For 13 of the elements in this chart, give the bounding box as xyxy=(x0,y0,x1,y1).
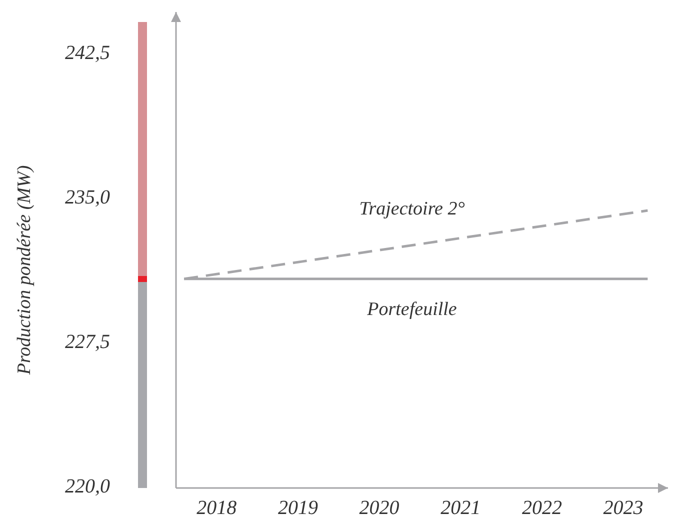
x-tick-label: 2018 xyxy=(196,497,237,519)
series-label: Trajectoire 2° xyxy=(359,198,466,220)
y-axis-title: Production pondérée (MW) xyxy=(14,165,35,376)
y-tick-label: 242,5 xyxy=(65,42,110,64)
x-tick-label: 2019 xyxy=(278,497,318,519)
x-tick-label: 2022 xyxy=(522,497,562,519)
series-label: Portefeuille xyxy=(366,298,457,320)
x-tick-label: 2023 xyxy=(603,497,644,519)
x-tick-label: 2020 xyxy=(359,497,400,519)
y-tick-label: 235,0 xyxy=(65,186,110,209)
x-tick-label: 2021 xyxy=(440,497,481,519)
y-tick-label: 227,5 xyxy=(65,331,110,354)
y-tick-label: 220,0 xyxy=(65,476,110,498)
